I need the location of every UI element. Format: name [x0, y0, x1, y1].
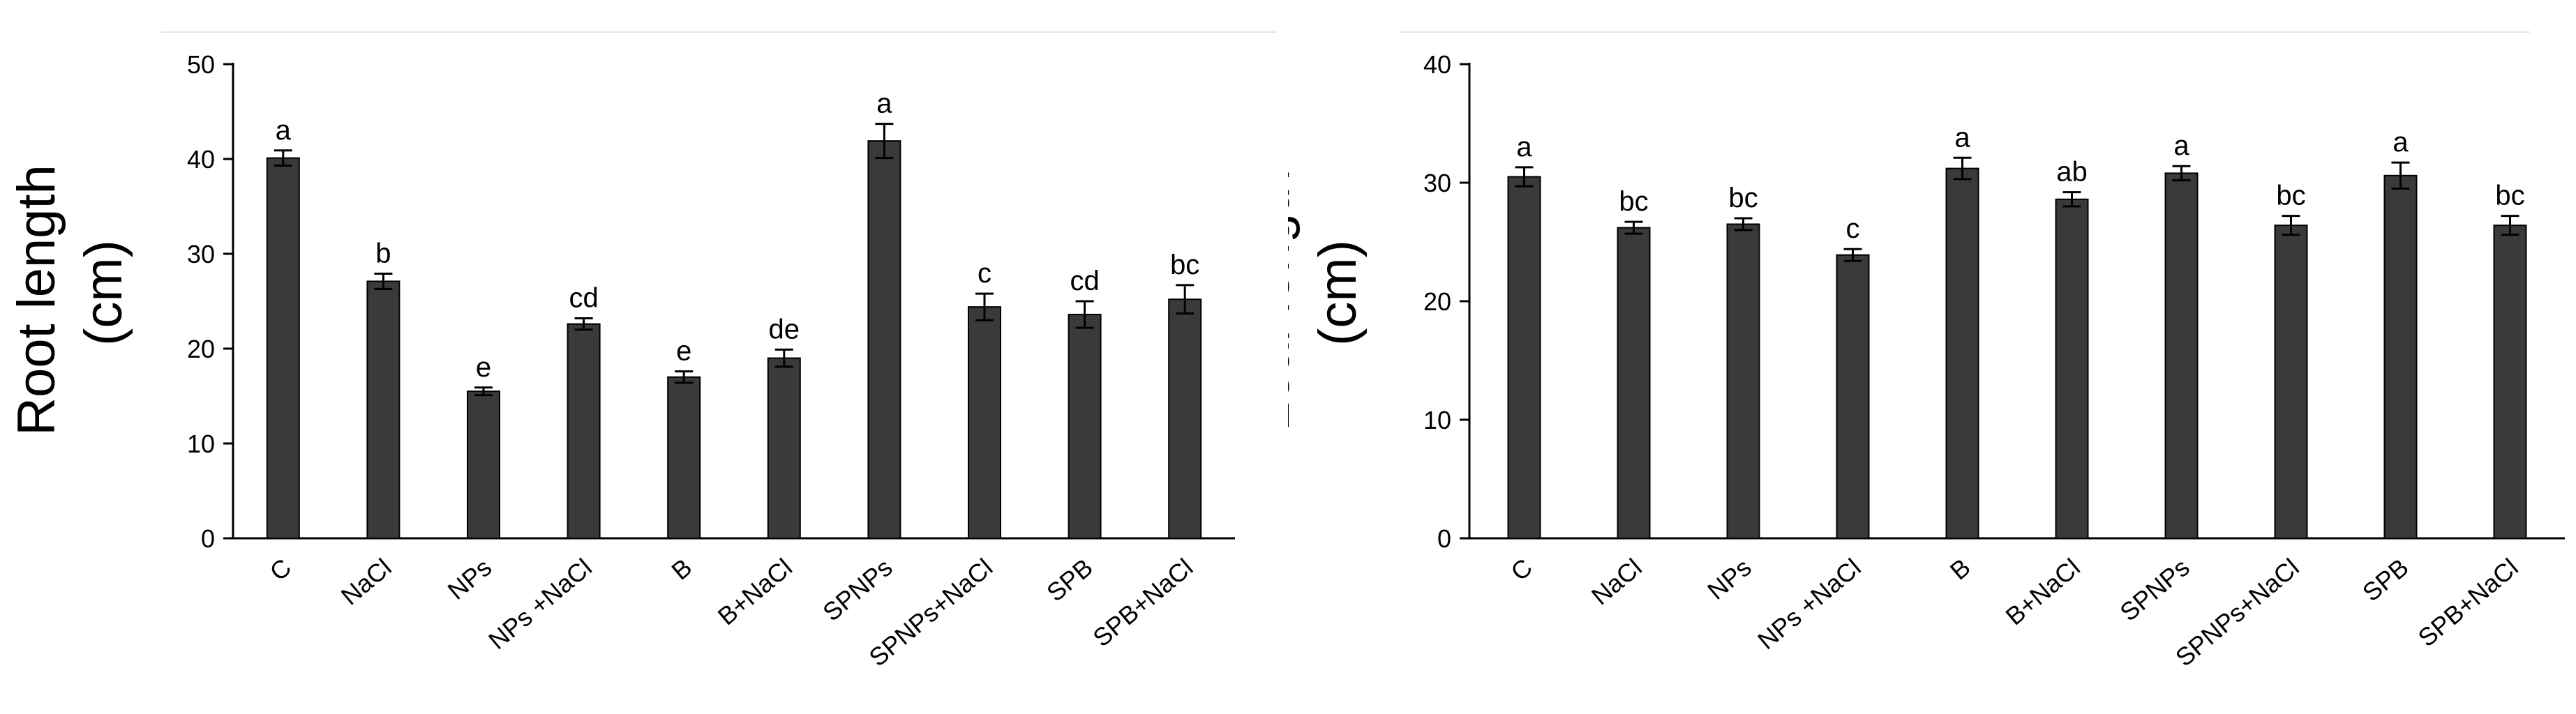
x-tick-label: NPs — [1702, 553, 1756, 605]
leaf-length-chart-svg: 0 10 20 30 40 a Cbc NaCl bc NPs c NPs +NaCl a Bab B+N… — [1288, 31, 2565, 672]
x-tick-label: SPB+NaCl — [1087, 553, 1198, 653]
significance-letter: b — [375, 238, 391, 269]
bar — [867, 140, 901, 540]
bar — [1068, 314, 1102, 539]
root-length-chart-svg: 0 10 20 30 40 50 a Cb NaCl e NPs cd NPs +NaCl e Bde B+… — [7, 31, 1277, 672]
y-axis-label: Root length (cm) — [7, 150, 133, 436]
y-tick-label: 40 — [1423, 50, 1451, 79]
y-tick-label: 0 — [1437, 524, 1451, 553]
y-tick-label: 0 — [201, 524, 215, 553]
bar — [2274, 225, 2308, 539]
significance-letter: e — [676, 336, 691, 367]
bar — [1836, 254, 1870, 539]
bar — [1168, 298, 1202, 539]
x-tick-label: SPNPs — [2114, 553, 2194, 627]
y-axis-label-line2: (cm) — [74, 240, 133, 346]
x-tick-label: B+NaCl — [2000, 553, 2085, 631]
x-tick-label: NaCl — [336, 553, 397, 611]
x-tick-label: SPB — [1041, 553, 1098, 607]
bar — [968, 306, 1001, 539]
x-tick-label: SPB+NaCl — [2413, 553, 2524, 653]
significance-letter: de — [769, 314, 800, 344]
significance-letter: e — [476, 352, 491, 383]
y-tick-label: 50 — [187, 50, 215, 79]
x-tick-label: NPs +NaCl — [483, 553, 597, 655]
y-axis-label-line1: Leaf length — [1288, 169, 1301, 432]
bar — [2164, 172, 2199, 539]
x-tick-label: B+NaCl — [712, 553, 797, 631]
bar — [767, 357, 801, 539]
significance-letter: a — [276, 115, 292, 146]
significance-letter: c — [978, 258, 991, 289]
significance-letter: a — [1954, 122, 1970, 153]
bar — [2493, 225, 2527, 539]
bar — [1507, 176, 1541, 539]
bar — [667, 376, 701, 539]
bar — [567, 323, 601, 539]
significance-letter: bc — [2276, 181, 2305, 211]
bar — [2383, 174, 2418, 540]
significance-letter: a — [2392, 127, 2409, 158]
y-axis-label-line2: (cm) — [1308, 240, 1368, 346]
significance-letter: a — [876, 89, 892, 119]
y-tick-label: 20 — [187, 335, 215, 363]
y-tick-label: 20 — [1423, 287, 1451, 316]
bar — [2055, 198, 2089, 539]
x-tick-label: B — [1945, 553, 1976, 586]
significance-letter: bc — [2495, 181, 2524, 211]
significance-letter: ab — [2056, 157, 2088, 188]
significance-letter: bc — [1728, 183, 1758, 213]
significance-letter: cd — [1070, 266, 1099, 296]
bar — [467, 390, 500, 540]
bar — [1726, 223, 1760, 539]
y-tick-label: 30 — [1423, 169, 1451, 197]
significance-letter: c — [1846, 213, 1860, 244]
significance-letter: bc — [1170, 250, 1199, 280]
y-tick-label: 40 — [187, 145, 215, 174]
bar — [1945, 167, 1979, 540]
significance-letter: cd — [569, 282, 598, 313]
bar — [366, 280, 400, 539]
x-tick-label: C — [1505, 553, 1537, 586]
x-tick-label: SPNPs — [817, 553, 897, 627]
x-tick-label: B — [666, 553, 698, 586]
x-tick-label: C — [264, 553, 297, 586]
y-tick-label: 10 — [1423, 406, 1451, 434]
x-tick-label: NPs — [442, 553, 497, 605]
y-axis-label: Leaf length (cm) — [1288, 154, 1368, 431]
y-tick-label: 10 — [187, 430, 215, 458]
bar — [1617, 227, 1651, 539]
significance-letter: a — [2173, 130, 2189, 161]
y-axis-label-line1: Root length — [7, 165, 66, 436]
bar — [266, 157, 300, 539]
x-tick-label: NPs +NaCl — [1752, 553, 1866, 655]
x-tick-label: NaCl — [1586, 553, 1647, 611]
x-tick-label: SPB — [2357, 553, 2414, 607]
significance-letter: bc — [1619, 186, 1648, 217]
significance-letter: a — [1516, 132, 1532, 162]
y-tick-label: 30 — [187, 240, 215, 268]
